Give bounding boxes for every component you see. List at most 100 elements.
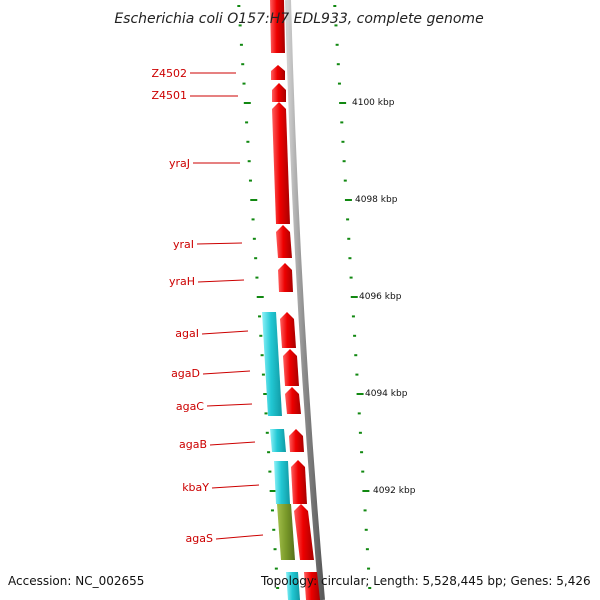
minor-tick-mark — [365, 548, 369, 551]
cds-arrow-yraj[interactable] — [272, 102, 290, 224]
minor-tick-mark — [367, 567, 371, 570]
label-connectors — [190, 72, 264, 540]
cds-arrow-yrah[interactable] — [278, 263, 293, 292]
minor-tick-mark — [355, 373, 359, 376]
minor-tick-mark — [342, 160, 346, 163]
minor-tick-mark — [245, 121, 249, 124]
gene-label-agac[interactable]: agaC — [176, 400, 204, 413]
minor-tick-mark — [247, 160, 251, 163]
minor-tick-mark — [348, 257, 352, 260]
scale-label-4092: 4092 kbp — [373, 486, 416, 496]
minor-tick-mark — [343, 179, 347, 182]
minor-tick-mark — [258, 315, 262, 318]
major-tick-mark — [256, 296, 264, 298]
minor-tick-mark — [265, 431, 269, 434]
minor-tick-mark — [346, 218, 350, 221]
gene-label-yrai[interactable]: yraI — [173, 238, 194, 251]
minor-tick-mark — [334, 24, 338, 27]
minor-tick-mark — [237, 5, 241, 7]
cds-arrow-agad[interactable] — [283, 349, 299, 386]
minor-tick-mark — [361, 470, 365, 473]
minor-tick-mark — [246, 140, 250, 143]
minor-tick-mark — [242, 82, 246, 85]
cds-arrow-top[interactable] — [270, 0, 285, 53]
scale-label-4098: 4098 kbp — [355, 195, 398, 205]
minor-tick-mark — [254, 257, 258, 260]
minor-tick-mark — [341, 140, 345, 143]
gene-label-agai[interactable]: agaI — [175, 327, 199, 340]
major-tick-mark — [362, 490, 370, 492]
cds-arrow-agac[interactable] — [285, 387, 301, 414]
minor-tick-mark — [335, 43, 339, 46]
minor-tick-mark — [270, 509, 274, 512]
minor-tick-mark — [360, 451, 364, 454]
label-connector-line — [215, 534, 264, 540]
scale-label-4096: 4096 kbp — [359, 292, 402, 302]
cds-arrow-agab[interactable] — [289, 429, 304, 452]
minor-tick-mark — [358, 431, 362, 434]
cds-arrow-bottom[interactable] — [304, 572, 320, 600]
label-connector-line — [201, 330, 249, 335]
cds-arrow-kbay[interactable] — [291, 460, 307, 504]
minor-tick-mark — [351, 315, 355, 318]
minor-tick-mark — [238, 24, 242, 27]
genome-backbone — [285, 0, 325, 600]
gene-label-z4502[interactable]: Z4502 — [151, 67, 187, 80]
minor-tick-mark — [267, 451, 271, 454]
minor-tick-mark — [252, 237, 256, 240]
gene-label-kbay[interactable]: kbaY — [182, 481, 209, 494]
minor-tick-mark — [274, 567, 278, 570]
gene-label-yrah[interactable]: yraH — [169, 275, 195, 288]
minor-tick-mark — [347, 237, 351, 240]
label-connector-line — [209, 441, 256, 446]
minor-tick-mark — [357, 412, 361, 415]
minor-tick-mark — [333, 5, 337, 7]
major-tick-mark — [339, 102, 347, 104]
label-connector-line — [206, 403, 253, 407]
minor-tick-mark — [264, 412, 268, 415]
label-connector-line — [196, 242, 243, 245]
feature-rna-1[interactable] — [262, 312, 282, 416]
feature-olive[interactable] — [277, 504, 295, 560]
minor-tick-mark — [268, 470, 272, 473]
genome-summary-text: Topology: circular; Length: 5,528,445 bp… — [261, 574, 591, 588]
cds-arrow-z4501[interactable] — [272, 83, 286, 102]
gene-label-agad[interactable]: agaD — [171, 367, 200, 380]
major-tick-mark — [344, 199, 352, 201]
feature-rna-3[interactable] — [274, 461, 290, 504]
label-connector-line — [211, 484, 260, 489]
major-tick-mark — [356, 393, 364, 395]
gene-label-yraj[interactable]: yraJ — [169, 157, 190, 170]
minor-tick-mark — [363, 509, 367, 512]
feature-rna-4[interactable] — [286, 572, 300, 600]
minor-tick-mark — [337, 82, 341, 85]
gene-label-agab[interactable]: agaB — [179, 438, 207, 451]
minor-tick-mark — [248, 179, 252, 182]
major-tick-mark — [269, 490, 277, 492]
cds-arrow-z4502[interactable] — [271, 65, 285, 80]
minor-tick-mark — [336, 63, 340, 66]
minor-tick-mark — [251, 218, 255, 221]
gene-label-z4501[interactable]: Z4501 — [151, 89, 187, 102]
scale-label-4094: 4094 kbp — [365, 389, 408, 399]
minor-tick-mark — [261, 373, 265, 376]
gene-label-agas[interactable]: agaS — [186, 532, 213, 545]
cds-arrow-agas[interactable] — [294, 504, 314, 560]
minor-tick-mark — [241, 63, 245, 66]
scale-label-4100: 4100 kbp — [352, 98, 395, 108]
minor-tick-mark — [353, 334, 357, 337]
major-tick-mark — [243, 102, 251, 104]
minor-tick-mark — [272, 528, 276, 531]
minor-tick-mark — [368, 587, 372, 589]
minor-tick-mark — [273, 548, 277, 551]
minor-tick-mark — [340, 121, 344, 124]
feature-rna-2[interactable] — [270, 429, 286, 452]
cds-arrow-yrai[interactable] — [276, 225, 292, 258]
label-connector-line — [197, 279, 245, 283]
major-tick-mark — [263, 393, 271, 395]
cds-arrow-agai[interactable] — [280, 312, 296, 348]
label-connector-line — [202, 370, 251, 375]
minor-tick-mark — [239, 43, 243, 46]
map-title: Escherichia coli O157:H7 EDL933, complet… — [114, 11, 483, 27]
